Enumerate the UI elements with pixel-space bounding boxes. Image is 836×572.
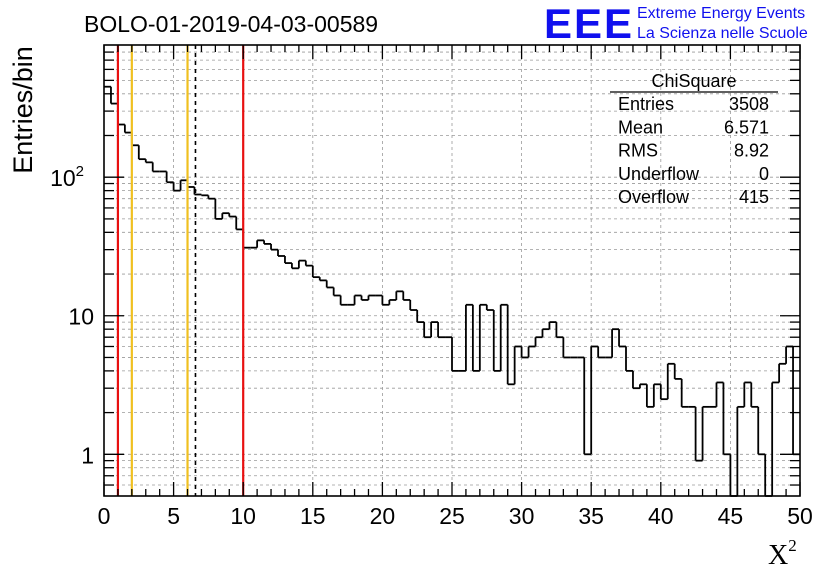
stats-value: 3508 [729,94,769,114]
y-tick-label: 102 [50,163,84,191]
y-tick-labels: 1 10 102 [50,163,94,468]
chart-title: BOLO-01-2019-04-03-00589 [84,11,378,37]
x-axis-label: X2 [768,536,797,571]
x-tick-label: 5 [167,503,180,529]
stats-title: ChiSquare [651,71,736,91]
axis-ticks [103,45,801,496]
x-tick-label: 45 [718,503,744,529]
x-tick-label: 0 [98,503,111,529]
histogram-bars [104,85,800,497]
stats-label: RMS [618,141,658,161]
x-tick-label: 15 [300,503,326,529]
stats-value: 415 [739,187,769,207]
y-tick-label: 10 [68,304,94,330]
x-axis-label-base: X [768,540,788,571]
logo-line-1: Extreme Energy Events [637,5,805,22]
y-tick-label: 1 [81,442,94,468]
x-tick-label: 25 [439,503,465,529]
x-tick-label: 10 [230,503,256,529]
stats-value: 0 [759,164,769,184]
cut-lines [116,45,245,496]
x-axis-label-sup: 2 [788,536,797,555]
logo-mark: EEE [544,0,634,47]
x-tick-label: 20 [370,503,396,529]
y-axis-label: Entries/bin [8,46,38,174]
stats-label: Entries [618,94,674,114]
x-tick-labels: 0 5 10 15 20 25 30 35 40 45 50 [98,503,813,529]
stats-label: Overflow [618,187,690,207]
x-tick-label: 35 [578,503,604,529]
stats-rows: Entries 3508 Mean 6.571 RMS 8.92 Underflow 0 Ove… [618,94,769,207]
logo: EEE Extreme Energy Events La Scienza nel… [544,0,808,47]
x-tick-label: 40 [648,503,674,529]
y-tick-label-exponent: 2 [76,163,84,180]
stats-value: 6.571 [724,117,769,137]
stats-box: ChiSquare Entries 3508 Mean 6.571 RMS 8.92 Und… [610,71,778,207]
stats-label: Mean [618,117,663,137]
stats-value: 8.92 [734,141,769,161]
logo-line-2: La Scienza nelle Scuole [637,25,808,42]
stats-label: Underflow [618,164,700,184]
x-tick-label: 50 [787,503,813,529]
x-tick-label: 30 [509,503,535,529]
